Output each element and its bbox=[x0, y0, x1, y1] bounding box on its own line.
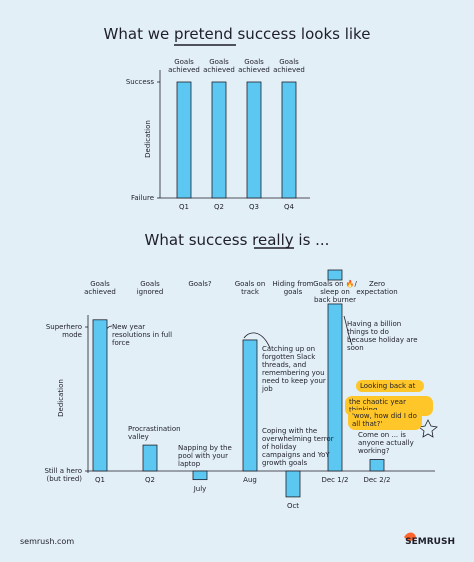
x-tick-label: Dec 2/2 bbox=[363, 476, 391, 484]
x-tick-label: Oct bbox=[286, 501, 300, 510]
bar-label: Goals on track bbox=[234, 280, 266, 297]
bar-label: Zero expectation bbox=[356, 280, 398, 297]
x-tick-label: Dec 1/2 bbox=[321, 476, 349, 484]
x-tick-label: Aug bbox=[243, 476, 257, 484]
bar bbox=[176, 81, 192, 199]
y-axis-label: Dedication bbox=[56, 379, 65, 417]
bar bbox=[369, 459, 385, 472]
bar bbox=[246, 81, 262, 199]
bar bbox=[92, 319, 108, 472]
annotation: Coping with the overwhelming terror of h… bbox=[262, 427, 334, 468]
bar-label: Goals achieved bbox=[203, 58, 235, 75]
bar bbox=[281, 81, 297, 199]
bar-label: Goals achieved bbox=[273, 58, 305, 75]
annotation: Napping by the pool with your laptop bbox=[178, 444, 232, 469]
y-tick-label: Success bbox=[125, 78, 154, 86]
x-tick-label: Q2 bbox=[145, 476, 155, 484]
bar bbox=[142, 444, 158, 472]
star bbox=[418, 419, 438, 438]
y-tick-label: Superhero mode bbox=[45, 323, 82, 340]
bar-label: Goals achieved bbox=[84, 280, 116, 297]
annotation: Having a billion things to do because ho… bbox=[347, 320, 418, 353]
bar bbox=[211, 81, 227, 199]
footer-url: semrush.com bbox=[20, 537, 75, 546]
x-tick-label: Q1 bbox=[179, 203, 189, 211]
annotation: Procrastination valley bbox=[128, 425, 181, 442]
arrow bbox=[343, 315, 353, 346]
y-tick-label: Failure bbox=[130, 194, 154, 202]
bar-label: Goals on 🔥/ sleep on back burner bbox=[313, 280, 357, 305]
x-tick-label: Q4 bbox=[284, 203, 294, 211]
sticky-note: 'wow, how did I do all that?' bbox=[348, 410, 422, 431]
sticky-note: Looking back at bbox=[356, 380, 424, 393]
bar bbox=[242, 339, 258, 472]
x-tick-label: Q1 bbox=[95, 476, 105, 484]
annotation: New year resolutions in full force bbox=[112, 323, 173, 348]
bar-label: Hiding from goals bbox=[272, 280, 314, 297]
chart-title: What we pretend success looks like bbox=[103, 25, 371, 43]
annotation: Come on ... is anyone actually working? bbox=[358, 431, 414, 456]
x-tick-label: Q2 bbox=[214, 203, 224, 211]
logo bbox=[404, 532, 416, 541]
bar-label: Goals ignored bbox=[136, 280, 164, 297]
x-tick-label: July bbox=[193, 484, 207, 493]
arrow bbox=[243, 332, 271, 349]
y-tick-label: Still a hero (but tired) bbox=[44, 467, 82, 484]
footer-brand: SEMRUSH bbox=[405, 537, 455, 547]
bar bbox=[327, 303, 343, 472]
y-axis-label: Dedication bbox=[143, 120, 152, 158]
bar-label: Goals achieved bbox=[168, 58, 200, 75]
bar bbox=[285, 470, 301, 498]
chart-title: What success really is ... bbox=[144, 231, 330, 249]
bar-label: Goals achieved bbox=[238, 58, 270, 75]
annotation: Catching up on forgotten Slack threads, … bbox=[262, 345, 326, 394]
bar bbox=[192, 470, 208, 481]
x-tick-label: Q3 bbox=[249, 203, 259, 211]
bar-label: Goals? bbox=[188, 280, 212, 288]
decoration bbox=[327, 269, 343, 281]
